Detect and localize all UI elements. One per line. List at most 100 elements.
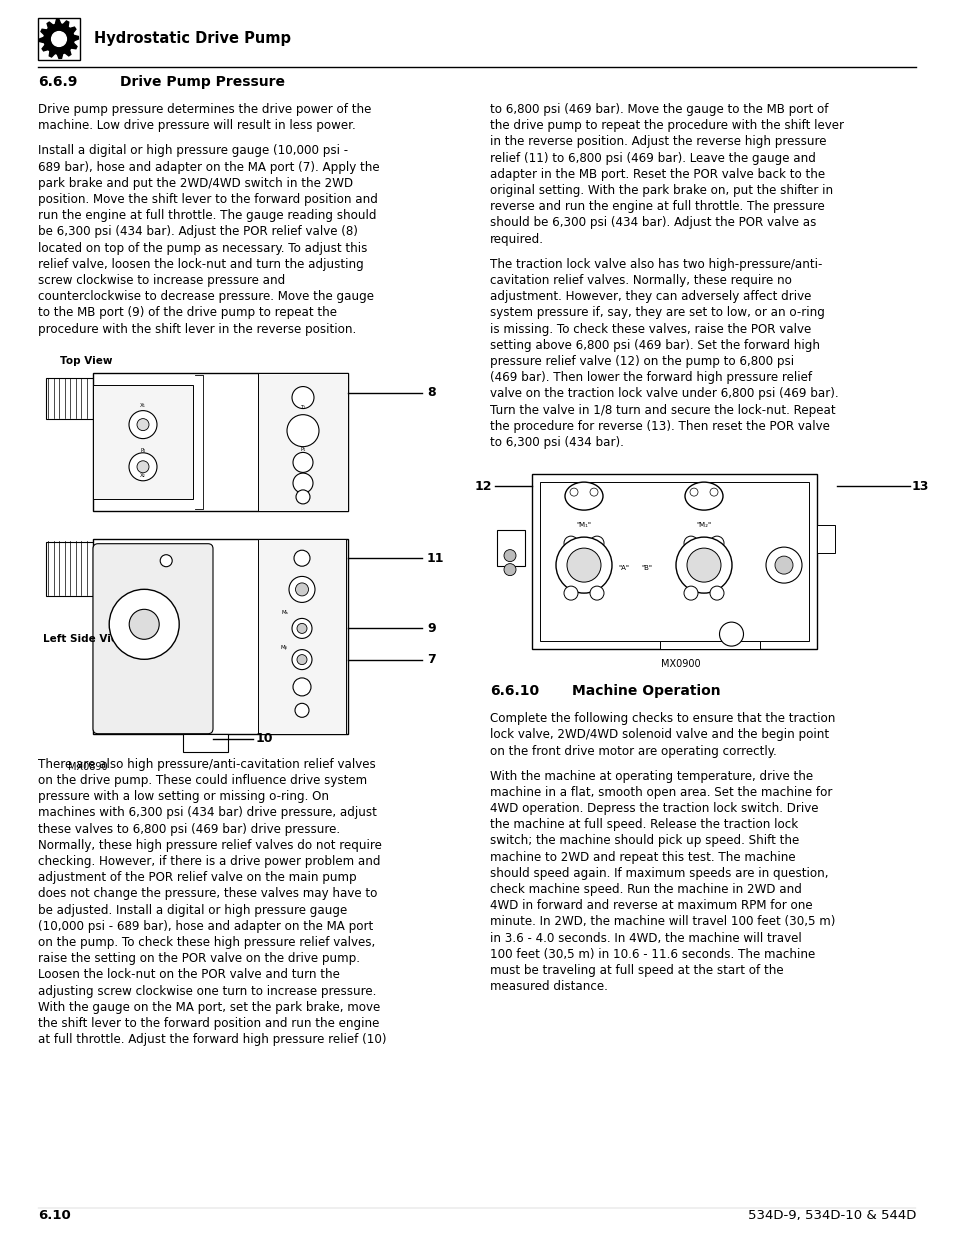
Polygon shape xyxy=(39,20,78,58)
Circle shape xyxy=(765,547,801,583)
Text: 6.10: 6.10 xyxy=(38,1209,71,1221)
Text: switch; the machine should pick up speed. Shift the: switch; the machine should pick up speed… xyxy=(490,835,799,847)
Circle shape xyxy=(293,473,313,493)
Circle shape xyxy=(295,583,308,597)
Bar xyxy=(497,530,524,566)
Text: 6.6.9: 6.6.9 xyxy=(38,75,77,89)
Text: With the gauge on the MA port, set the park brake, move: With the gauge on the MA port, set the p… xyxy=(38,1000,380,1014)
Text: pressure relief valve (12) on the pump to 6,800 psi: pressure relief valve (12) on the pump t… xyxy=(490,354,793,368)
Text: be 6,300 psi (434 bar). Adjust the POR relief valve (8): be 6,300 psi (434 bar). Adjust the POR r… xyxy=(38,225,357,238)
Text: minute. In 2WD, the machine will travel 100 feet (30,5 m): minute. In 2WD, the machine will travel … xyxy=(490,915,835,929)
Circle shape xyxy=(160,555,172,567)
Text: 4WD operation. Depress the traction lock switch. Drive: 4WD operation. Depress the traction lock… xyxy=(490,802,818,815)
Text: MX0900: MX0900 xyxy=(660,659,700,669)
Circle shape xyxy=(719,622,742,646)
Text: adapter in the MB port. Reset the POR valve back to the: adapter in the MB port. Reset the POR va… xyxy=(490,168,824,180)
Text: 100 feet (30,5 m) in 10.6 - 11.6 seconds. The machine: 100 feet (30,5 m) in 10.6 - 11.6 seconds… xyxy=(490,947,815,961)
Circle shape xyxy=(774,556,792,574)
Text: raise the setting on the POR valve on the drive pump.: raise the setting on the POR valve on th… xyxy=(38,952,359,965)
Text: the procedure for reverse (13). Then reset the POR valve: the procedure for reverse (13). Then res… xyxy=(490,420,829,432)
Circle shape xyxy=(137,461,149,473)
Text: Drive Pump Pressure: Drive Pump Pressure xyxy=(120,75,285,89)
Text: Install a digital or high pressure gauge (10,000 psi -: Install a digital or high pressure gauge… xyxy=(38,144,348,157)
Text: Drive pump pressure determines the drive power of the: Drive pump pressure determines the drive… xyxy=(38,103,371,116)
Text: Mₐ: Mₐ xyxy=(281,610,288,615)
Bar xyxy=(38,19,80,61)
Text: in the reverse position. Adjust the reverse high pressure: in the reverse position. Adjust the reve… xyxy=(490,136,825,148)
Text: "B": "B" xyxy=(640,566,652,571)
Text: X₂: X₂ xyxy=(140,473,146,478)
Text: MX0890: MX0890 xyxy=(68,762,108,772)
Text: to the MB port (9) of the drive pump to repeat the: to the MB port (9) of the drive pump to … xyxy=(38,306,336,320)
Text: 7: 7 xyxy=(427,653,436,666)
Circle shape xyxy=(292,650,312,669)
Text: The traction lock valve also has two high-pressure/anti-: The traction lock valve also has two hig… xyxy=(490,258,821,270)
Text: relief (11) to 6,800 psi (469 bar). Leave the gauge and: relief (11) to 6,800 psi (469 bar). Leav… xyxy=(490,152,815,164)
Circle shape xyxy=(293,452,313,473)
Bar xyxy=(257,538,346,734)
Circle shape xyxy=(683,587,698,600)
Bar xyxy=(92,538,348,734)
Circle shape xyxy=(287,415,318,447)
Text: P₂: P₂ xyxy=(140,448,146,453)
Circle shape xyxy=(709,587,723,600)
Text: system pressure if, say, they are set to low, or an o-ring: system pressure if, say, they are set to… xyxy=(490,306,824,320)
Circle shape xyxy=(556,537,612,593)
Text: park brake and put the 2WD/4WD switch in the 2WD: park brake and put the 2WD/4WD switch in… xyxy=(38,177,353,190)
Circle shape xyxy=(129,453,157,480)
Text: There are also high pressure/anti-cavitation relief valves: There are also high pressure/anti-cavita… xyxy=(38,758,375,771)
Text: the machine at full speed. Release the traction lock: the machine at full speed. Release the t… xyxy=(490,819,798,831)
Bar xyxy=(659,641,760,650)
Ellipse shape xyxy=(684,482,722,510)
Text: 8: 8 xyxy=(427,387,436,399)
Bar xyxy=(532,474,816,650)
Text: is missing. To check these valves, raise the POR valve: is missing. To check these valves, raise… xyxy=(490,322,810,336)
Text: 689 bar), hose and adapter on the MA port (7). Apply the: 689 bar), hose and adapter on the MA por… xyxy=(38,161,379,173)
Circle shape xyxy=(566,548,600,582)
Text: T₁: T₁ xyxy=(300,405,305,410)
Text: check machine speed. Run the machine in 2WD and: check machine speed. Run the machine in … xyxy=(490,883,801,897)
Text: Hydrostatic Drive Pump: Hydrostatic Drive Pump xyxy=(94,32,291,47)
Bar xyxy=(257,373,348,511)
Text: machine to 2WD and repeat this test. The machine: machine to 2WD and repeat this test. The… xyxy=(490,851,795,863)
Text: setting above 6,800 psi (469 bar). Set the forward high: setting above 6,800 psi (469 bar). Set t… xyxy=(490,338,820,352)
Text: 13: 13 xyxy=(911,479,928,493)
Text: does not change the pressure, these valves may have to: does not change the pressure, these valv… xyxy=(38,887,377,900)
Text: counterclockwise to decrease pressure. Move the gauge: counterclockwise to decrease pressure. M… xyxy=(38,290,374,303)
Bar xyxy=(816,525,834,552)
Text: these valves to 6,800 psi (469 bar) drive pressure.: these valves to 6,800 psi (469 bar) driv… xyxy=(38,823,340,836)
Text: adjustment. However, they can adversely affect drive: adjustment. However, they can adversely … xyxy=(490,290,810,303)
Text: 4WD in forward and reverse at maximum RPM for one: 4WD in forward and reverse at maximum RP… xyxy=(490,899,812,913)
Text: 534D-9, 534D-10 & 544D: 534D-9, 534D-10 & 544D xyxy=(747,1209,915,1221)
Text: 10: 10 xyxy=(255,732,274,745)
Text: should speed again. If maximum speeds are in question,: should speed again. If maximum speeds ar… xyxy=(490,867,827,879)
Text: machine. Low drive pressure will result in less power.: machine. Low drive pressure will result … xyxy=(38,120,355,132)
Text: (469 bar). Then lower the forward high pressure relief: (469 bar). Then lower the forward high p… xyxy=(490,370,811,384)
Circle shape xyxy=(292,387,314,409)
Text: With the machine at operating temperature, drive the: With the machine at operating temperatur… xyxy=(490,769,812,783)
Text: machines with 6,300 psi (434 bar) drive pressure, adjust: machines with 6,300 psi (434 bar) drive … xyxy=(38,806,376,819)
Text: the shift lever to the forward position and run the engine: the shift lever to the forward position … xyxy=(38,1016,379,1030)
Circle shape xyxy=(289,577,314,603)
Text: X₁: X₁ xyxy=(140,403,146,408)
Text: in 3.6 - 4.0 seconds. In 4WD, the machine will travel: in 3.6 - 4.0 seconds. In 4WD, the machin… xyxy=(490,931,801,945)
Circle shape xyxy=(569,488,578,496)
Circle shape xyxy=(589,587,603,600)
Text: (10,000 psi - 689 bar), hose and adapter on the MA port: (10,000 psi - 689 bar), hose and adapter… xyxy=(38,920,373,932)
Text: on the pump. To check these high pressure relief valves,: on the pump. To check these high pressur… xyxy=(38,936,375,948)
Bar xyxy=(539,482,808,641)
Text: to 6,800 psi (469 bar). Move the gauge to the MB port of: to 6,800 psi (469 bar). Move the gauge t… xyxy=(490,103,827,116)
Circle shape xyxy=(129,410,157,438)
Circle shape xyxy=(293,678,311,695)
Circle shape xyxy=(51,32,67,47)
Text: cavitation relief valves. Normally, these require no: cavitation relief valves. Normally, thes… xyxy=(490,274,791,287)
Text: measured distance.: measured distance. xyxy=(490,981,607,993)
Text: pressure with a low setting or missing o-ring. On: pressure with a low setting or missing o… xyxy=(38,790,329,803)
Text: adjustment of the POR relief valve on the main pump: adjustment of the POR relief valve on th… xyxy=(38,871,356,884)
Text: Mᵦ: Mᵦ xyxy=(281,646,288,651)
Circle shape xyxy=(589,536,603,550)
Circle shape xyxy=(709,536,723,550)
Ellipse shape xyxy=(564,482,602,510)
Text: Left Side View: Left Side View xyxy=(43,634,128,643)
Text: reverse and run the engine at full throttle. The pressure: reverse and run the engine at full throt… xyxy=(490,200,824,214)
